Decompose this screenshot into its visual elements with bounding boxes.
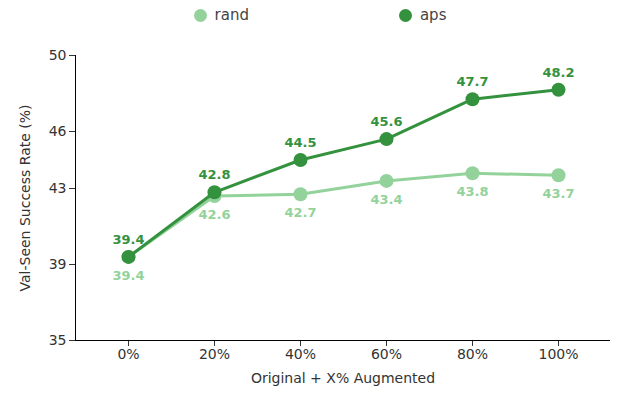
svg-text:39.4: 39.4	[112, 232, 144, 247]
svg-text:48.2: 48.2	[542, 65, 574, 80]
svg-text:42.8: 42.8	[198, 167, 230, 182]
svg-text:100%: 100%	[538, 346, 578, 362]
svg-text:39: 39	[49, 256, 67, 272]
svg-text:35: 35	[49, 332, 67, 348]
svg-text:39.4: 39.4	[112, 268, 144, 283]
svg-text:43.7: 43.7	[542, 186, 574, 201]
svg-text:Val-Seen Success Rate (%): Val-Seen Success Rate (%)	[17, 104, 33, 291]
html-text:rand: rand	[214, 6, 249, 24]
svg-text:Original + X% Augmented: Original + X% Augmented	[251, 370, 435, 386]
svg-text:42.6: 42.6	[198, 207, 230, 222]
svg-text:50: 50	[49, 47, 67, 63]
svg-text:45.6: 45.6	[370, 114, 402, 129]
svg-text:20%: 20%	[199, 346, 230, 362]
svg-text:40%: 40%	[285, 346, 316, 362]
svg-text:43.4: 43.4	[370, 192, 402, 207]
svg-text:46: 46	[49, 123, 67, 139]
svg-text:42.7: 42.7	[284, 205, 316, 220]
svg-text:47.7: 47.7	[456, 74, 488, 89]
svg-text:43: 43	[49, 180, 67, 196]
svg-text:44.5: 44.5	[284, 135, 316, 150]
svg-text:80%: 80%	[457, 346, 488, 362]
svg-text:0%: 0%	[117, 346, 139, 362]
svg-text:60%: 60%	[371, 346, 402, 362]
html-text:aps: aps	[419, 6, 447, 24]
svg-text:43.8: 43.8	[456, 184, 488, 199]
